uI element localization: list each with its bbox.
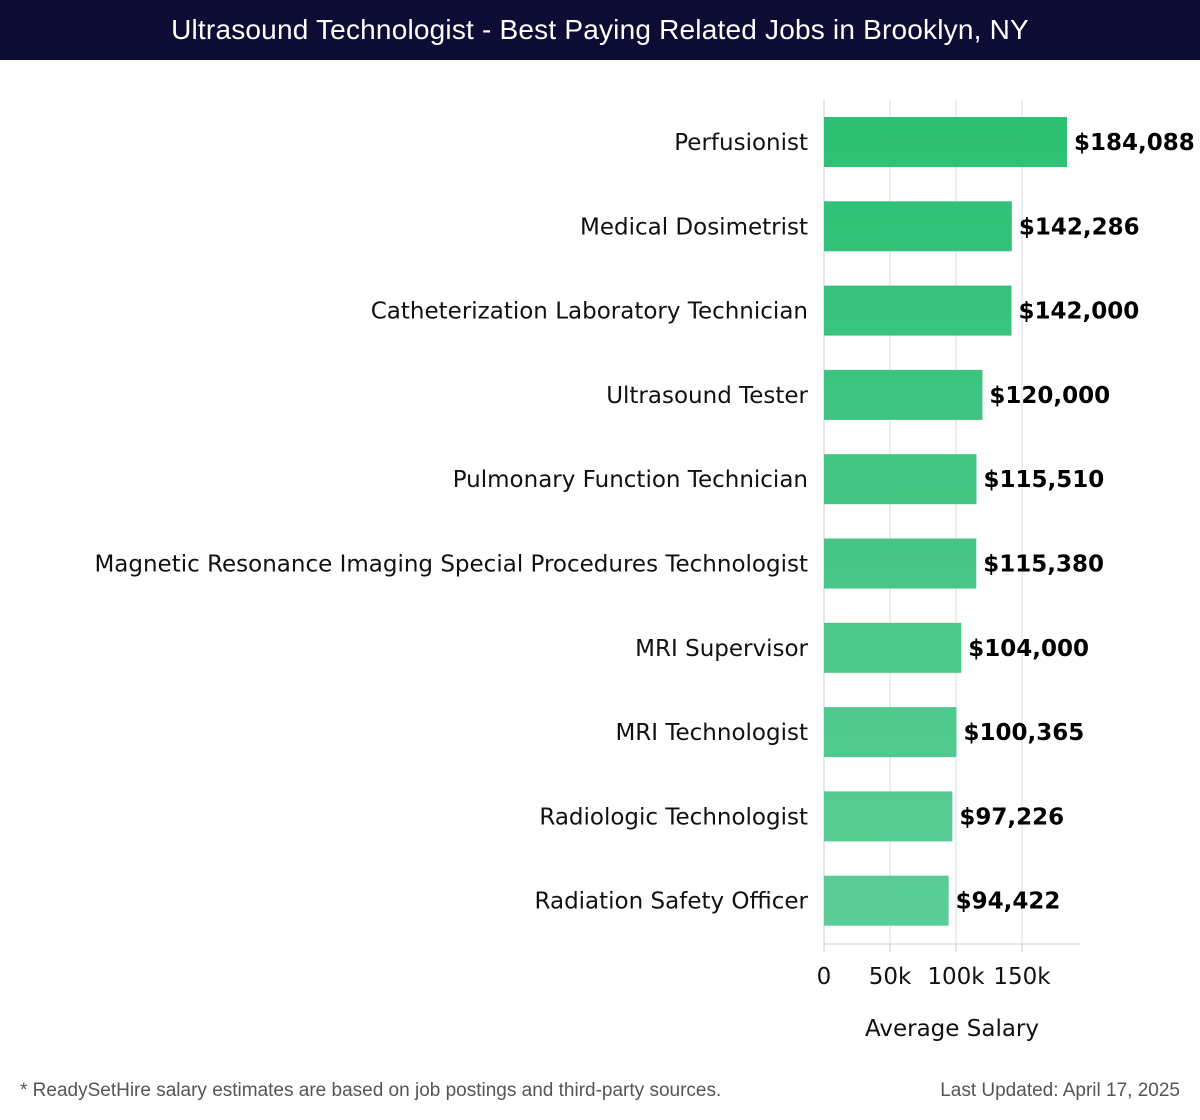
value-label: $184,088 xyxy=(1074,130,1195,156)
x-tick-label: 0 xyxy=(817,964,832,990)
category-label: Medical Dosimetrist xyxy=(580,214,808,240)
value-label: $142,286 xyxy=(1019,214,1140,240)
value-label: $104,000 xyxy=(968,636,1089,662)
value-label: $142,000 xyxy=(1018,299,1139,325)
category-label: MRI Technologist xyxy=(615,720,808,746)
salary-bar-chart: 0 50k 100k 150k Average Salary Perfusionist $1… xyxy=(94,100,1195,1042)
value-label: $115,510 xyxy=(983,467,1104,493)
bar xyxy=(824,454,977,505)
value-label: $115,380 xyxy=(983,552,1104,578)
category-label: Pulmonary Function Technician xyxy=(453,467,808,493)
category-label: Catheterization Laboratory Technician xyxy=(371,299,808,325)
category-label: Ultrasound Tester xyxy=(606,383,808,409)
value-label: $94,422 xyxy=(956,889,1061,915)
bar xyxy=(824,707,957,758)
bar xyxy=(824,285,1012,336)
category-label: Magnetic Resonance Imaging Special Proce… xyxy=(94,552,808,578)
category-label: MRI Supervisor xyxy=(635,636,808,662)
bar xyxy=(824,201,1012,252)
x-tick-label: 150k xyxy=(993,964,1051,990)
bar xyxy=(824,369,983,420)
category-label: Radiation Safety Officer xyxy=(535,889,809,915)
source-footnote: * ReadySetHire salary estimates are base… xyxy=(20,1080,722,1101)
bar xyxy=(824,538,977,589)
category-label: Radiologic Technologist xyxy=(539,804,808,830)
last-updated: Last Updated: April 17, 2025 xyxy=(940,1080,1180,1101)
chart-title: Ultrasound Technologist - Best Paying Re… xyxy=(171,14,1029,45)
bar xyxy=(824,875,949,926)
x-tick-label: 50k xyxy=(869,964,912,990)
category-label: Perfusionist xyxy=(674,130,808,156)
bar xyxy=(824,622,962,673)
value-label: $97,226 xyxy=(959,804,1064,830)
value-label: $100,365 xyxy=(963,720,1084,746)
x-tick-label: 100k xyxy=(927,964,985,990)
value-label: $120,000 xyxy=(989,383,1110,409)
bar xyxy=(824,791,953,842)
bar xyxy=(824,117,1067,167)
chart-header: Ultrasound Technologist - Best Paying Re… xyxy=(0,0,1200,60)
x-axis-title: Average Salary xyxy=(865,1016,1039,1042)
